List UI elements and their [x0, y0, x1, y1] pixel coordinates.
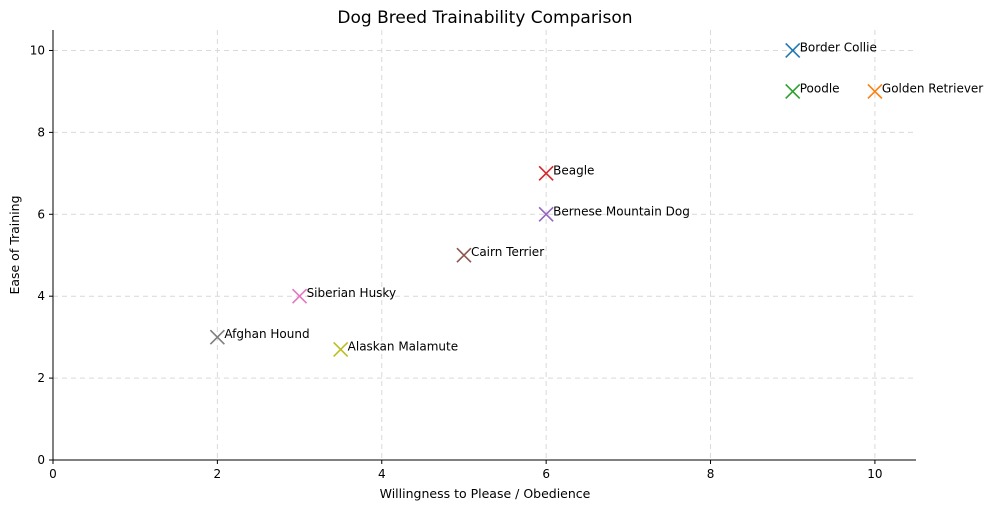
x-tick-label: 10 [867, 467, 882, 481]
x-tick-label: 0 [49, 467, 57, 481]
data-point: Afghan Hound [209, 327, 310, 345]
y-tick-label: 2 [37, 371, 45, 385]
x-marker-stroke [867, 83, 883, 99]
point-label: Cairn Terrier [471, 245, 544, 259]
x-marker-stroke [538, 165, 554, 181]
x-marker-stroke [785, 83, 801, 99]
data-points: Border Collie Golden Retriever Poodle Beagl… [209, 40, 983, 357]
x-tick-label: 8 [707, 467, 715, 481]
data-point: Golden Retriever [867, 81, 983, 99]
x-marker-stroke [209, 329, 225, 345]
x-axis-label: Willingness to Please / Obedience [380, 486, 591, 501]
data-point: Border Collie [785, 40, 877, 59]
y-tick-label: 4 [37, 289, 45, 303]
point-label: Border Collie [800, 40, 877, 54]
x-marker-stroke [456, 247, 472, 263]
data-point: Cairn Terrier [456, 245, 544, 263]
point-label: Beagle [553, 163, 594, 177]
x-marker-stroke [785, 42, 801, 59]
x-marker-stroke [292, 288, 308, 304]
data-point: Siberian Husky [292, 286, 397, 304]
point-label: Bernese Mountain Dog [553, 204, 690, 218]
x-marker-stroke [538, 206, 554, 222]
data-point: Alaskan Malamute [333, 339, 458, 357]
x-marker-stroke [333, 341, 349, 357]
point-label: Afghan Hound [224, 327, 309, 341]
data-point: Bernese Mountain Dog [538, 204, 690, 222]
point-label: Alaskan Malamute [348, 339, 458, 353]
y-tick-label: 0 [37, 453, 45, 467]
point-label: Poodle [800, 81, 840, 95]
x-tick-label: 2 [214, 467, 222, 481]
data-point: Beagle [538, 163, 594, 181]
data-point: Poodle [785, 81, 840, 99]
point-label: Golden Retriever [882, 81, 983, 95]
y-axis-label: Ease of Training [7, 195, 22, 294]
x-tick-label: 6 [542, 467, 550, 481]
axis-ticks: 0 2 4 6 8 10 0 2 4 6 8 10 [30, 43, 883, 481]
y-tick-label: 10 [30, 43, 45, 57]
y-tick-label: 6 [37, 207, 45, 221]
chart-title: Dog Breed Trainability Comparison [337, 8, 632, 28]
y-tick-label: 8 [37, 125, 45, 139]
x-tick-label: 4 [378, 467, 386, 481]
point-label: Siberian Husky [307, 286, 397, 300]
